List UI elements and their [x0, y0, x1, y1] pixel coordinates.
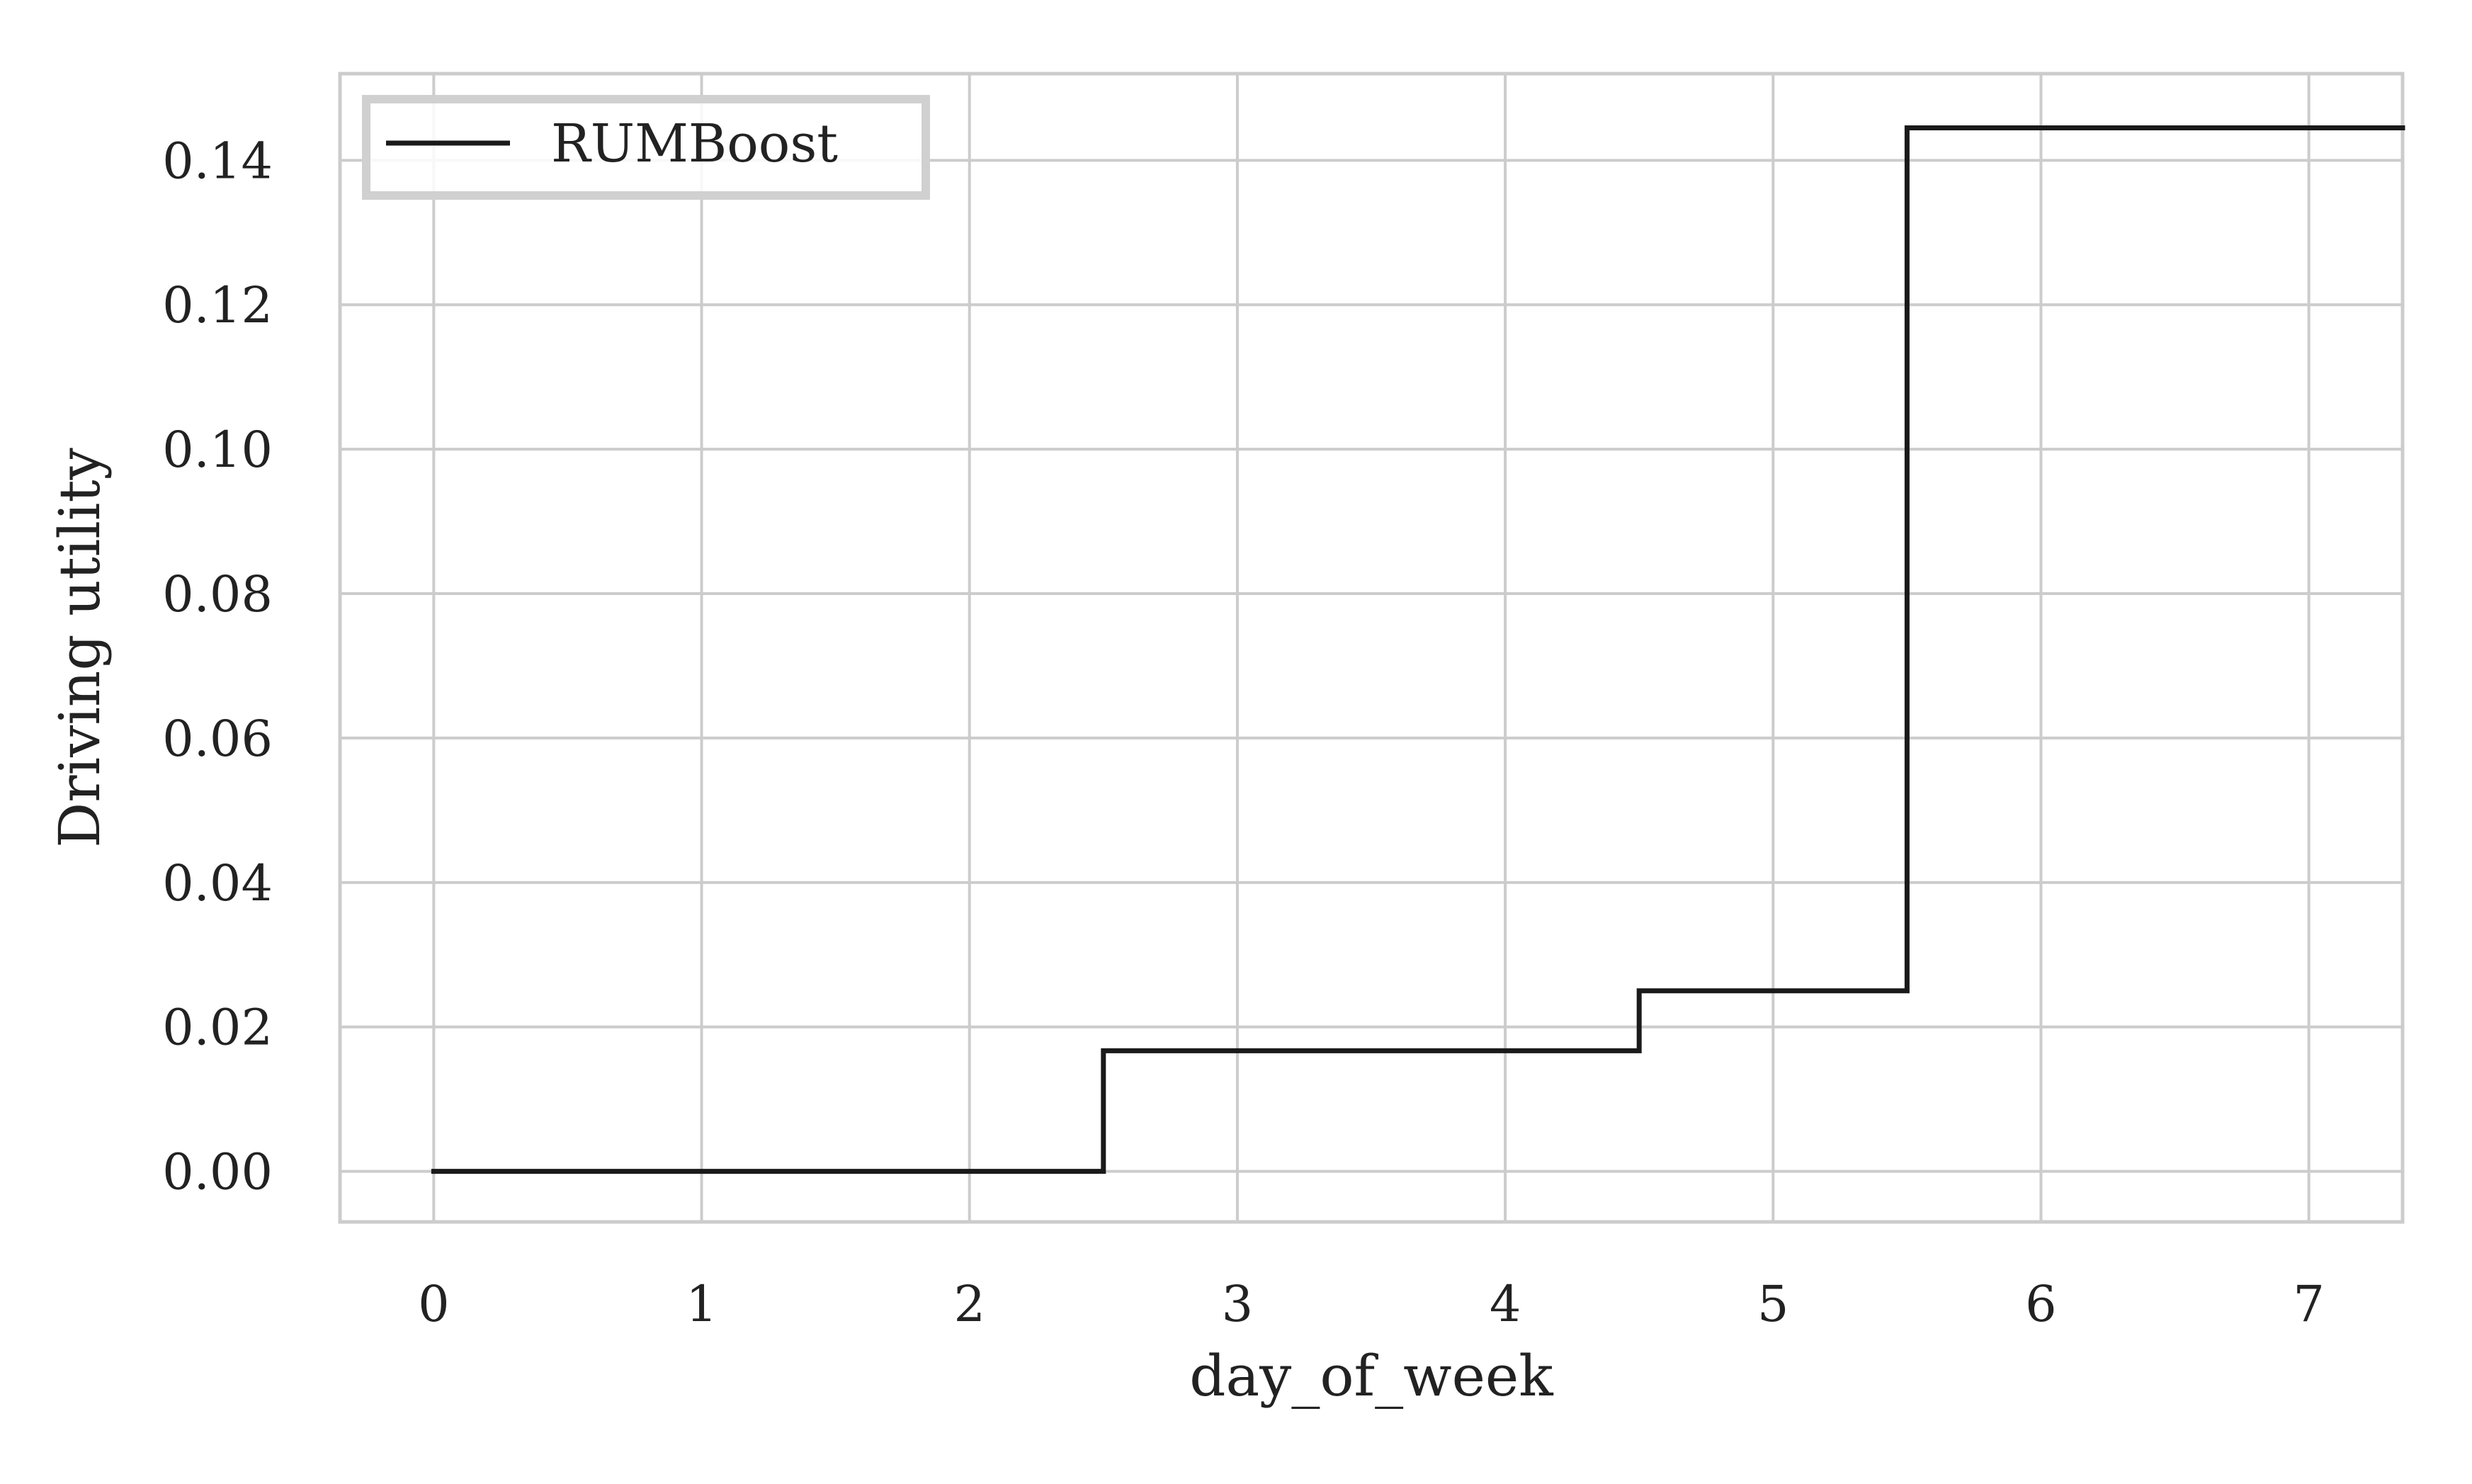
x-tick-label: 7 — [2293, 1275, 2325, 1333]
y-tick-label: 0.08 — [162, 565, 273, 623]
x-tick-label: 4 — [1490, 1275, 1521, 1333]
y-tick-label: 0.02 — [162, 999, 273, 1057]
x-tick-label: 2 — [953, 1275, 985, 1333]
y-tick-label: 0.04 — [162, 854, 273, 912]
x-tick-label: 5 — [1757, 1275, 1789, 1333]
y-tick-labels: 0.00 0.02 0.04 0.06 0.08 0.10 0.12 0.14 — [162, 132, 273, 1201]
x-axis-label: day_of_week — [1189, 1343, 1554, 1409]
x-tick-label: 0 — [418, 1275, 450, 1333]
legend-box — [362, 95, 930, 200]
plot-frame — [338, 72, 2405, 1224]
y-axis-label: Driving utility — [47, 448, 113, 848]
y-tick-label: 0.00 — [162, 1143, 273, 1201]
y-tick-label: 0.12 — [162, 276, 273, 334]
series-line-rumboost — [431, 125, 2405, 1174]
y-tick-label: 0.14 — [162, 132, 273, 190]
legend: RUMBoost — [362, 95, 930, 200]
x-tick-label: 1 — [686, 1275, 718, 1333]
series-layer — [431, 125, 2405, 1174]
x-tick-label: 6 — [2025, 1275, 2057, 1333]
x-tick-labels: 0 1 2 3 4 5 6 7 — [418, 1275, 2325, 1333]
y-tick-label: 0.06 — [162, 710, 273, 768]
x-tick-label: 3 — [1222, 1275, 1254, 1333]
legend-label-rumboost: RUMBoost — [551, 113, 838, 174]
y-tick-label: 0.10 — [162, 421, 273, 479]
